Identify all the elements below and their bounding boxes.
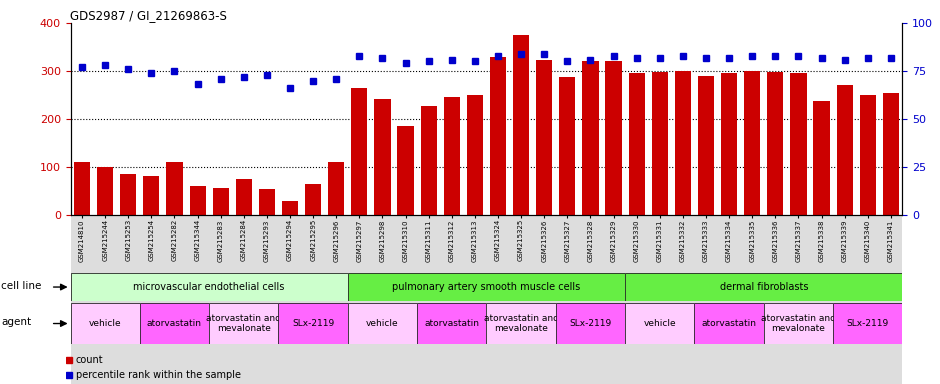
Bar	[695, 215, 717, 384]
Bar	[258, 189, 275, 215]
Text: atorvastatin: atorvastatin	[147, 319, 202, 328]
Bar	[833, 215, 856, 384]
Bar	[282, 200, 298, 215]
Bar	[675, 71, 691, 215]
Bar	[94, 215, 117, 384]
Bar	[97, 167, 113, 215]
Text: vehicle: vehicle	[367, 319, 399, 328]
Bar	[140, 215, 163, 384]
Bar	[697, 76, 714, 215]
Bar	[741, 215, 763, 384]
Bar	[487, 215, 509, 384]
Bar	[328, 162, 344, 215]
Bar	[860, 95, 876, 215]
Text: microvascular endothelial cells: microvascular endothelial cells	[133, 282, 285, 292]
Bar	[490, 56, 506, 215]
Bar	[440, 215, 463, 384]
Text: count: count	[76, 355, 103, 365]
Text: atorvastatin and
mevalonate: atorvastatin and mevalonate	[761, 314, 836, 333]
Bar	[629, 73, 645, 215]
Bar	[352, 88, 368, 215]
Bar	[579, 215, 602, 384]
Bar	[813, 101, 830, 215]
Bar	[467, 95, 483, 215]
Bar	[744, 71, 760, 215]
Text: cell line: cell line	[2, 281, 41, 291]
Text: pulmonary artery smooth muscle cells: pulmonary artery smooth muscle cells	[392, 282, 581, 292]
Bar	[278, 215, 302, 384]
Text: agent: agent	[2, 316, 32, 326]
Bar	[649, 215, 671, 384]
Bar	[398, 126, 414, 215]
Bar	[559, 77, 575, 215]
Bar	[374, 99, 390, 215]
Bar	[166, 162, 182, 215]
Bar	[651, 73, 667, 215]
Bar	[394, 215, 417, 384]
Bar	[417, 215, 440, 384]
Text: vehicle: vehicle	[89, 319, 121, 328]
Bar	[583, 61, 599, 215]
Bar	[837, 86, 853, 215]
Bar	[625, 215, 649, 384]
Bar	[605, 61, 621, 215]
Text: SLx-2119: SLx-2119	[847, 319, 889, 328]
Bar	[70, 215, 94, 384]
Bar	[232, 215, 256, 384]
Bar	[163, 215, 186, 384]
Text: GDS2987 / GI_21269863-S: GDS2987 / GI_21269863-S	[70, 9, 227, 22]
Bar	[671, 215, 695, 384]
Text: vehicle: vehicle	[644, 319, 676, 328]
Bar	[763, 215, 787, 384]
Bar	[533, 215, 556, 384]
Bar	[212, 188, 228, 215]
Text: atorvastatin: atorvastatin	[424, 319, 479, 328]
Bar	[190, 186, 206, 215]
Bar	[186, 215, 209, 384]
Bar	[420, 106, 437, 215]
Bar	[536, 60, 553, 215]
Bar	[74, 162, 90, 215]
Text: SLx-2119: SLx-2119	[570, 319, 612, 328]
Bar	[236, 179, 252, 215]
Bar	[810, 215, 833, 384]
Bar	[721, 73, 737, 215]
Bar	[883, 93, 899, 215]
Bar	[556, 215, 579, 384]
Text: atorvastatin and
mevalonate: atorvastatin and mevalonate	[207, 314, 281, 333]
Bar	[302, 215, 324, 384]
Text: dermal fibroblasts: dermal fibroblasts	[719, 282, 808, 292]
Bar	[371, 215, 394, 384]
Text: atorvastatin: atorvastatin	[701, 319, 757, 328]
Bar	[513, 35, 529, 215]
Bar	[856, 215, 879, 384]
Bar	[767, 72, 783, 215]
Bar	[120, 174, 136, 215]
Bar	[787, 215, 810, 384]
Bar	[324, 215, 348, 384]
Bar	[602, 215, 625, 384]
Text: SLx-2119: SLx-2119	[292, 319, 335, 328]
Bar	[256, 215, 278, 384]
Bar	[306, 184, 321, 215]
Bar	[143, 176, 160, 215]
Text: atorvastatin and
mevalonate: atorvastatin and mevalonate	[484, 314, 558, 333]
Bar	[717, 215, 741, 384]
Bar	[444, 97, 460, 215]
Bar	[791, 73, 807, 215]
Bar	[509, 215, 533, 384]
Text: percentile rank within the sample: percentile rank within the sample	[76, 370, 241, 380]
Bar	[348, 215, 371, 384]
Bar	[463, 215, 487, 384]
Bar	[209, 215, 232, 384]
Bar	[117, 215, 140, 384]
Bar	[879, 215, 902, 384]
